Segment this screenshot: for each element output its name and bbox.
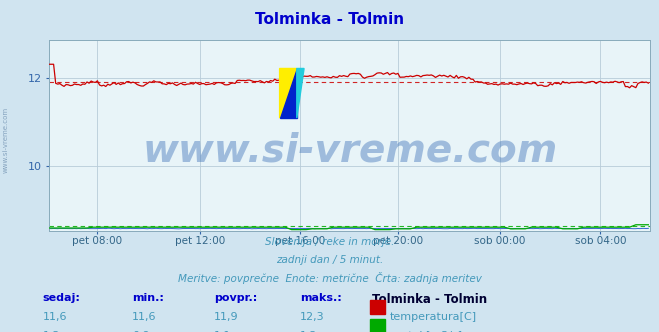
Text: povpr.:: povpr.: [214, 293, 258, 303]
Text: 12,3: 12,3 [300, 312, 324, 322]
Text: temperatura[C]: temperatura[C] [390, 312, 477, 322]
Text: 1,2: 1,2 [43, 331, 61, 332]
Text: Tolminka - Tolmin: Tolminka - Tolmin [255, 12, 404, 27]
Text: maks.:: maks.: [300, 293, 341, 303]
Text: Meritve: povprečne  Enote: metrične  Črta: zadnja meritev: Meritve: povprečne Enote: metrične Črta:… [177, 272, 482, 284]
Text: 11,6: 11,6 [43, 312, 67, 322]
Text: zadnji dan / 5 minut.: zadnji dan / 5 minut. [276, 255, 383, 265]
Text: min.:: min.: [132, 293, 163, 303]
Text: sedaj:: sedaj: [43, 293, 80, 303]
Text: www.si-vreme.com: www.si-vreme.com [142, 131, 558, 170]
Text: Tolminka - Tolmin: Tolminka - Tolmin [372, 293, 488, 306]
Text: 11,6: 11,6 [132, 312, 156, 322]
Text: pretok[m3/s]: pretok[m3/s] [390, 331, 462, 332]
Text: www.si-vreme.com: www.si-vreme.com [2, 106, 9, 173]
Text: 1,1: 1,1 [214, 331, 232, 332]
Text: 1,2: 1,2 [300, 331, 318, 332]
Text: 0,9: 0,9 [132, 331, 150, 332]
Text: 11,9: 11,9 [214, 312, 239, 322]
Polygon shape [279, 68, 297, 118]
Text: Slovenija / reke in morje.: Slovenija / reke in morje. [265, 237, 394, 247]
Polygon shape [297, 68, 304, 118]
Polygon shape [279, 68, 297, 118]
